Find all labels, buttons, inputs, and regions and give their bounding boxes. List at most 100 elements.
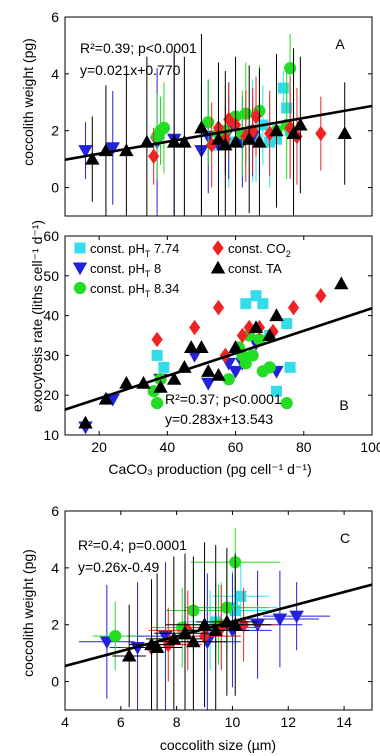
data-point xyxy=(153,379,168,393)
y-tick-label: 2 xyxy=(51,123,59,139)
data-point xyxy=(202,116,215,129)
data-point xyxy=(151,349,163,361)
y-tick-label: 50 xyxy=(43,268,59,284)
panel-b-stats-eq: y=0.283x+13.543 xyxy=(165,411,273,427)
legend-entry-const-pH-8-34: const. pHT 8.34 xyxy=(73,281,179,299)
legend-label: const. TA xyxy=(228,261,282,276)
data-point xyxy=(280,397,293,410)
series-const-pH-7-74 xyxy=(151,290,296,397)
data-point xyxy=(228,617,243,631)
data-point xyxy=(228,134,243,148)
y-tick-label: 4 xyxy=(51,560,59,576)
panel-a-ticks: 0 2 4 6 xyxy=(51,9,372,196)
data-point xyxy=(105,142,120,156)
panel-b-points xyxy=(78,276,349,435)
legend-marker xyxy=(210,260,226,274)
data-point xyxy=(228,365,243,379)
panel-c-frame xyxy=(64,510,373,711)
x-tick-label: 80 xyxy=(296,439,312,455)
data-point xyxy=(315,287,327,304)
data-point xyxy=(211,367,226,381)
data-point xyxy=(148,148,160,165)
panel-a-frame xyxy=(64,16,373,217)
data-point xyxy=(186,634,201,648)
data-point xyxy=(272,613,288,627)
panel-c-stats-eq: y=0.26x-0.49 xyxy=(78,559,160,575)
data-point xyxy=(151,331,163,348)
data-point xyxy=(241,131,257,145)
legend-marker xyxy=(212,240,224,256)
y-tick-label: 20 xyxy=(43,387,59,403)
data-point xyxy=(250,290,262,302)
x-tick-label: 12 xyxy=(280,714,296,730)
data-point xyxy=(289,610,304,624)
data-point xyxy=(109,629,122,643)
data-point xyxy=(250,619,265,633)
panel-c-points xyxy=(78,528,331,710)
panel-c-ylabel: coccolith weight (pg) xyxy=(20,549,36,677)
data-point xyxy=(252,134,267,148)
panel-b-ticks: 10 20 30 40 50 60 20 40 60 80 100 xyxy=(43,228,380,455)
data-point xyxy=(287,299,300,316)
data-point xyxy=(78,145,93,158)
data-point xyxy=(269,123,284,137)
data-point xyxy=(151,397,164,410)
data-point xyxy=(277,82,289,94)
panel-a-stats-r2: R²=0.39; p<0.0001 xyxy=(80,40,197,56)
data-point xyxy=(194,120,209,134)
x-tick-label: 60 xyxy=(228,439,244,455)
regression-line xyxy=(65,583,372,668)
y-tick-label: 0 xyxy=(51,674,59,690)
data-point xyxy=(293,117,308,131)
legend-entry-const-pH-7-74: const. pHT 7.74 xyxy=(74,241,179,259)
x-tick-label: 100 xyxy=(360,439,380,455)
legend-entry-const-CO2: const. CO2 xyxy=(212,240,291,259)
data-point xyxy=(257,298,269,310)
data-point xyxy=(78,415,93,429)
x-tick-label: 20 xyxy=(91,439,107,455)
data-point xyxy=(236,327,248,344)
legend-marker xyxy=(74,242,86,254)
data-point xyxy=(337,126,352,140)
panel-b-frame xyxy=(64,235,373,436)
y-tick-label: 30 xyxy=(43,347,59,363)
y-tick-label: 6 xyxy=(51,9,59,25)
data-point xyxy=(248,320,264,334)
legend-entry-const-TA: const. TA xyxy=(210,260,282,276)
y-tick-label: 2 xyxy=(51,617,59,633)
data-point xyxy=(208,623,223,636)
y-tick-label: 60 xyxy=(43,228,59,244)
data-point xyxy=(284,361,296,373)
data-point xyxy=(189,319,201,336)
data-point xyxy=(269,308,284,322)
x-tick-label: 40 xyxy=(160,439,176,455)
panel-a-stats-eq: y=0.021x+0.770 xyxy=(80,62,181,78)
data-point xyxy=(263,361,276,374)
x-tick-label: 14 xyxy=(336,714,352,730)
x-tick-label: 10 xyxy=(225,714,241,730)
legend-entry-const-pH-8: const. pHT 8 xyxy=(72,261,161,279)
regression-line xyxy=(65,104,372,161)
panel-a-regression xyxy=(65,104,372,161)
data-point xyxy=(157,121,171,134)
series-const-CO2 xyxy=(151,287,327,364)
data-point xyxy=(284,62,297,75)
legend-label: const. pHT 8 xyxy=(90,261,161,279)
data-point xyxy=(121,648,137,662)
data-point xyxy=(158,361,170,373)
panel-b-ylabel: exocytosis rate (liths cell⁻¹ d⁻¹) xyxy=(29,220,45,412)
panel-c-ticks: 0 2 4 6 4 6 8 10 12 14 xyxy=(51,503,372,730)
data-point xyxy=(315,125,327,142)
panel-b-stats-r2: R²=0.37; p<0.0001 xyxy=(165,391,282,407)
data-point xyxy=(239,357,252,370)
panel-c-xlabel: coccolith size (µm) xyxy=(160,737,276,753)
panel-a-ylabel: coccolith weight (pg) xyxy=(20,38,36,166)
legend-marker xyxy=(72,262,88,276)
x-tick-label: 4 xyxy=(61,714,69,730)
y-tick-label: 0 xyxy=(51,180,59,196)
legend-label: const. pHT 8.34 xyxy=(90,281,179,299)
panel-b-xlabel: CaCO₃ production (pg cell⁻¹ d⁻¹) xyxy=(108,461,311,477)
x-tick-label: 6 xyxy=(117,714,125,730)
